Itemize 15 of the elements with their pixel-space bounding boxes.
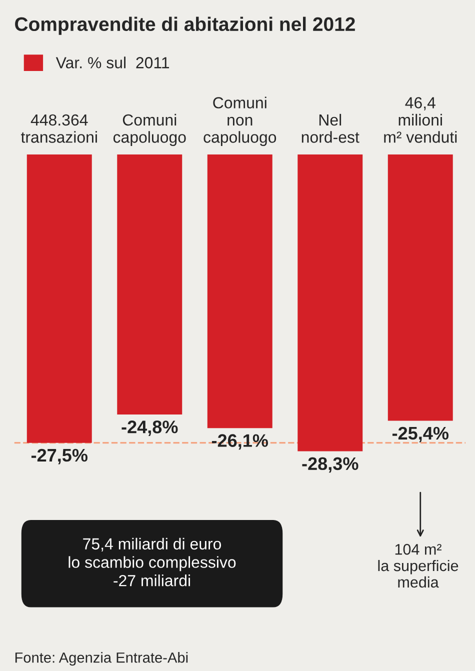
data-label: -28,3%	[302, 457, 358, 473]
data-label: -24,8%	[122, 420, 178, 436]
text: 104 m² la superficie media	[378, 544, 458, 588]
data-label: -25,4%	[392, 426, 449, 442]
chart-title: Compravendite di abitazioni nel 2012	[15, 16, 355, 35]
x-tick-label: 46,4 milioni m² venduti	[384, 97, 457, 143]
x-tick-label: Comuni capoluogo	[113, 114, 186, 146]
source-note: Fonte: Agenzia Entrate-Abi	[15, 652, 188, 666]
x-tick-label: Nel nord-est	[302, 114, 360, 143]
text: 75,4 miliardi di euro lo scambio complessivo -27 miliardi	[68, 538, 236, 586]
data-label: -27,5%	[31, 448, 88, 464]
x-tick-label: Comuni non capoluogo	[204, 96, 276, 146]
legend-label: Var. % sul 2011	[56, 56, 169, 68]
x-tick-label: 448.364 transazioni	[21, 114, 97, 143]
data-label: -26,1%	[212, 434, 268, 450]
